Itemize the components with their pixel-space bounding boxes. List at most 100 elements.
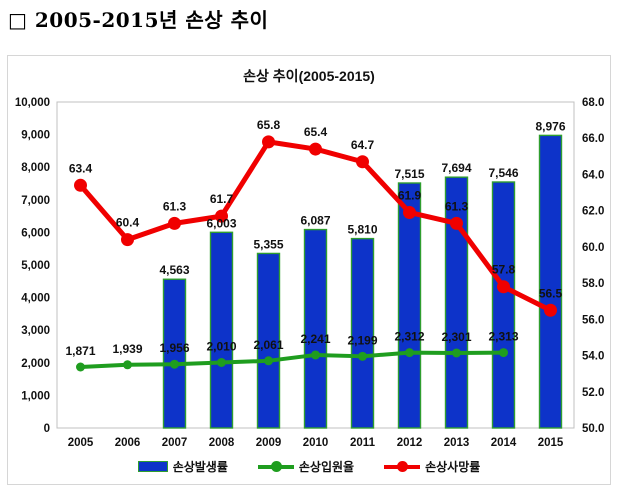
green-line-data-label: 2,313 <box>488 330 518 344</box>
right-axis-tick-label: 68.0 <box>582 97 604 109</box>
red-line-data-label: 65.8 <box>257 118 281 132</box>
green-line-point <box>311 350 320 360</box>
green-line-data-label: 2,301 <box>441 330 471 344</box>
x-axis-label: 2015 <box>538 437 564 449</box>
legend-label: 손상사망률 <box>425 460 481 474</box>
green-line-data-label: 1,871 <box>65 344 95 358</box>
chart-legend: 손상발생률 손상입원율 손상사망률 <box>8 458 610 475</box>
red-line-data-label: 61.9 <box>398 188 422 202</box>
right-axis-tick-label: 60.0 <box>582 242 604 254</box>
left-axis-tick-label: 2,000 <box>21 358 50 370</box>
legend-item-red-line: 손상사망률 <box>384 458 480 475</box>
right-axis-tick-label: 52.0 <box>582 387 604 399</box>
red-line-data-label: 61.3 <box>445 199 469 213</box>
injury-trend-chart: 0 1,000 2,000 3,000 4,000 5,000 6,000 7,000 8,00… <box>15 97 605 449</box>
x-axis-label: 2005 <box>68 437 94 449</box>
red-line-point <box>309 142 322 156</box>
x-axis-label: 2009 <box>256 437 282 449</box>
bar-2011 <box>350 237 375 429</box>
left-axis-tick-label: 3,000 <box>21 325 50 337</box>
left-axis-tick-label: 4,000 <box>21 293 50 305</box>
legend-label: 손상발생률 <box>172 460 228 474</box>
x-axis-label: 2007 <box>162 437 188 449</box>
left-axis-tick-label: 1,000 <box>21 390 50 402</box>
red-line-swatch-icon <box>384 460 421 473</box>
left-axis-tick-label: 5,000 <box>21 260 50 272</box>
red-line-point <box>403 205 416 219</box>
red-line-data-label: 61.3 <box>163 199 187 213</box>
green-line-swatch-icon <box>257 460 294 473</box>
right-axis-tick-label: 56.0 <box>582 314 604 326</box>
green-line-point <box>452 348 461 358</box>
green-line-point <box>264 356 273 366</box>
red-line-data-label: 57.8 <box>492 263 516 277</box>
red-line-point <box>356 155 369 169</box>
red-line-point <box>262 135 275 149</box>
red-line-data-label: 64.7 <box>351 138 375 152</box>
bar-2007 <box>162 278 187 429</box>
red-line-point <box>497 280 510 294</box>
red-line-data-label: 60.4 <box>116 216 140 230</box>
right-axis-tick-label: 54.0 <box>582 351 604 363</box>
left-axis-tick-label: 8,000 <box>21 162 50 174</box>
red-line-point <box>121 233 134 247</box>
bar-2008 <box>209 231 234 429</box>
bar-data-label: 6,003 <box>206 216 236 230</box>
red-line-point <box>168 216 181 230</box>
bar-data-label: 7,546 <box>488 166 518 180</box>
x-axis-label: 2013 <box>444 437 470 449</box>
x-axis-label: 2008 <box>209 437 235 449</box>
right-axis-tick-label: 64.0 <box>582 169 604 181</box>
bar-2009 <box>256 252 281 429</box>
bar-2014 <box>491 181 516 429</box>
green-line-data-label: 2,199 <box>347 333 377 347</box>
legend-label: 손상입원율 <box>298 460 355 474</box>
bar-2012 <box>397 182 422 429</box>
chart-container: 손상 추이(2005-2015) 0 1,000 2,000 3,000 4,000 5,… <box>7 55 611 485</box>
left-axis-tick-label: 10,000 <box>15 97 50 109</box>
legend-item-green-line: 손상입원율 <box>257 458 355 475</box>
left-axis-tick-label: 7,000 <box>21 195 50 207</box>
green-line-point <box>76 362 85 372</box>
red-line-data-label: 61.7 <box>210 192 234 206</box>
x-axis-label: 2011 <box>350 437 376 449</box>
bar-2015 <box>538 134 563 429</box>
chart-title: 손상 추이(2005-2015) <box>243 68 375 84</box>
right-axis-tick-label: 50.0 <box>582 423 604 435</box>
green-line-data-label: 2,010 <box>206 339 236 353</box>
red-line-data-label: 63.4 <box>69 161 93 175</box>
red-line-point <box>450 216 463 230</box>
green-line-data-label: 1,956 <box>159 341 189 355</box>
left-axis-tick-label: 9,000 <box>21 130 50 142</box>
green-line-data-label: 1,939 <box>112 342 142 356</box>
left-axis-tick-label: 6,000 <box>21 227 50 239</box>
red-line-point <box>74 178 87 192</box>
x-axis-label: 2012 <box>397 437 423 449</box>
right-axis-tick-label: 58.0 <box>582 278 604 290</box>
green-line-point <box>499 348 508 358</box>
bar-2013 <box>444 176 469 429</box>
green-line-point <box>217 357 226 367</box>
green-line-point <box>170 359 179 369</box>
bar-data-label: 6,087 <box>300 214 330 228</box>
legend-item-bar: 손상발생률 <box>137 458 228 475</box>
green-line-data-label: 2,312 <box>394 330 424 344</box>
bar-data-label: 4,563 <box>159 263 189 277</box>
green-line-data-label: 2,241 <box>300 332 330 346</box>
red-line-point <box>544 303 557 317</box>
bar-data-label: 5,355 <box>253 237 283 251</box>
x-axis-label: 2014 <box>491 437 517 449</box>
green-line <box>78 350 506 370</box>
bar-2010 <box>303 228 328 429</box>
plot-area: 0 1,000 2,000 3,000 4,000 5,000 6,000 7,000 8,00… <box>8 56 612 491</box>
bar-data-label: 7,694 <box>441 161 471 175</box>
red-line-data-label: 56.5 <box>539 286 563 300</box>
bar-series-swatch-icon <box>137 461 168 472</box>
red-line-point <box>215 209 228 223</box>
green-line-point <box>405 348 414 358</box>
green-line-point <box>358 351 367 361</box>
green-line-data-label: 2,061 <box>253 338 283 352</box>
red-line-data-label: 65.4 <box>304 125 328 139</box>
x-axis-label: 2010 <box>303 437 329 449</box>
